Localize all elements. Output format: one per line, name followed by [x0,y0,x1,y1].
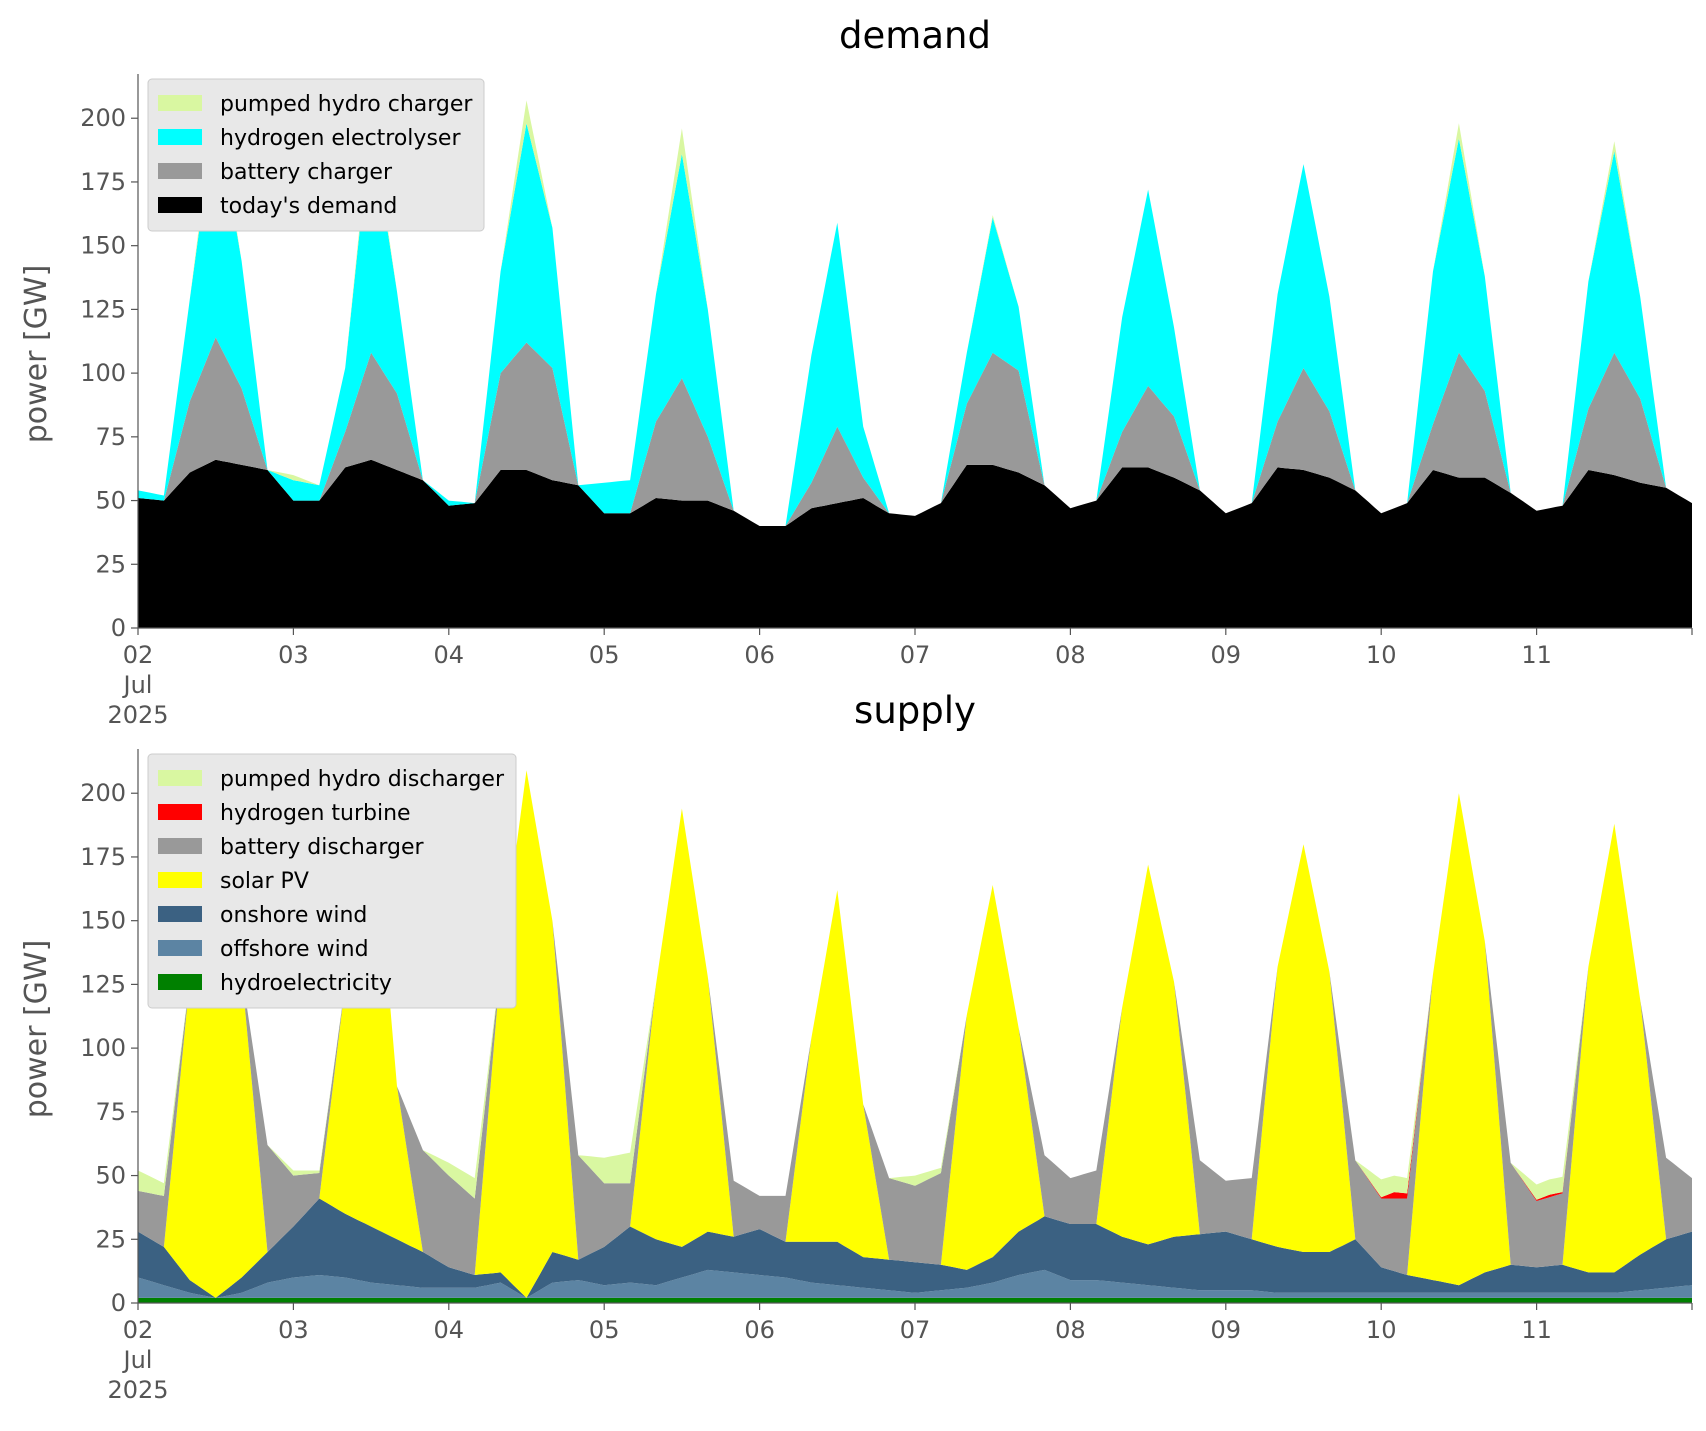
y-tick-label: 75 [95,1098,126,1126]
x-tick-label: 09 [1211,641,1242,669]
y-tick-label: 200 [80,104,126,132]
area-battery-discharger [138,767,1692,1275]
y-tick-label: 200 [80,779,126,807]
x-tick-label: Jul [122,671,153,699]
y-tick-label: 100 [80,359,126,387]
x-tick-label: 08 [1055,641,1086,669]
y-ticks: 0 25 50 75 100 125 150 175 200 [80,779,138,1317]
legend-label-offshore-wind: offshore wind [220,937,369,962]
legend-swatch-hydrogen-turbine [158,804,202,820]
y-axis-label: power [GW] [19,940,54,1119]
x-tick-label: 05 [589,641,620,669]
legend-swatch-hydrogen-electrolyser [158,129,202,145]
y-tick-label: 50 [95,1162,126,1190]
x-tick-label: 09 [1211,1316,1242,1344]
y-tick-label: 100 [80,1034,126,1062]
legend-box [147,78,485,232]
legend-label-onshore-wind: onshore wind [220,903,367,928]
legend-swatch-offshore-wind [158,940,202,956]
y-tick-label: 125 [80,295,126,323]
x-tick-label: 11 [1521,1316,1552,1344]
x-tick-label: 03 [278,1316,309,1344]
demand-panel: demand 0 25 50 75 100 125 150 175 200 power [GW] 02… [19,14,1693,729]
x-tick-label: 08 [1055,1316,1086,1344]
area-solar-pv [138,767,1692,1298]
x-tick-label: 04 [434,641,465,669]
stacked-areas [138,92,1692,628]
area-offshore-wind [138,1269,1692,1298]
legend-label-battery-discharger: battery discharger [220,835,425,860]
legend-box [147,753,517,1009]
x-tick-label: 10 [1366,1316,1397,1344]
legend-swatch-battery-discharger [158,838,202,854]
chart-title: supply [854,689,976,732]
y-tick-label: 25 [95,550,126,578]
chart-title: demand [839,14,991,57]
y-tick-label: 0 [111,1289,126,1317]
area-onshore-wind [138,1198,1692,1298]
y-tick-label: 150 [80,907,126,935]
legend-swatch-pumped-hydro-charger [158,95,202,111]
y-tick-label: 150 [80,232,126,260]
x-tick-label: 05 [589,1316,620,1344]
y-tick-label: 75 [95,423,126,451]
legend-label-hydroelectricity: hydroelectricity [220,971,392,996]
x-tick-label: 07 [900,641,931,669]
y-tick-label: 50 [95,487,126,515]
x-tick-label: 06 [744,641,775,669]
x-tick-label: 2025 [107,701,168,729]
legend-label-hydrogen-turbine: hydrogen turbine [220,801,411,826]
x-tick-label: 04 [434,1316,465,1344]
y-tick-label: 25 [95,1225,126,1253]
stacked-areas [138,767,1692,1303]
x-tick-label: 02 [123,641,154,669]
area-battery-charger [138,337,1692,526]
area-hydrogen-electrolyser [138,108,1692,526]
x-tick-label: 10 [1366,641,1397,669]
legend-label-solar-pv: solar PV [220,869,309,894]
legend-swatch-today-s-demand [158,197,202,213]
legend-label-hydrogen-electrolyser: hydrogen electrolyser [220,126,461,151]
legend-label-today-s-demand: today's demand [220,194,397,219]
legend-swatch-hydroelectricity [158,974,202,990]
legend-label-battery-charger: battery charger [220,160,393,185]
x-tick-label: 03 [278,641,309,669]
legend-swatch-battery-charger [158,163,202,179]
y-tick-label: 125 [80,970,126,998]
x-tick-label: Jul [122,1346,153,1374]
legend: pumped hydro discharger hydrogen turbine b… [147,753,517,1009]
x-tick-label: 06 [744,1316,775,1344]
x-tick-label: 07 [900,1316,931,1344]
legend-swatch-pumped-hydro-discharger [158,770,202,786]
legend-label-pumped-hydro-discharger: pumped hydro discharger [220,767,505,792]
y-ticks: 0 25 50 75 100 125 150 175 200 [80,104,138,642]
y-tick-label: 0 [111,614,126,642]
legend-swatch-onshore-wind [158,906,202,922]
legend: pumped hydro charger hydrogen electrolyse… [147,78,485,232]
area-hydroelectricity [138,1297,1692,1303]
y-tick-label: 175 [80,843,126,871]
x-tick-label: 2025 [107,1376,168,1404]
x-tick-label: 02 [123,1316,154,1344]
legend-swatch-solar-pv [158,872,202,888]
legend-label-pumped-hydro-charger: pumped hydro charger [220,92,473,117]
y-axis-label: power [GW] [19,265,54,444]
supply-panel: supply 0 25 50 75 100 125 150 175 200 power [GW] 02… [19,689,1693,1404]
area-today-s-demand [138,459,1692,628]
y-tick-label: 175 [80,168,126,196]
x-tick-label: 11 [1521,641,1552,669]
